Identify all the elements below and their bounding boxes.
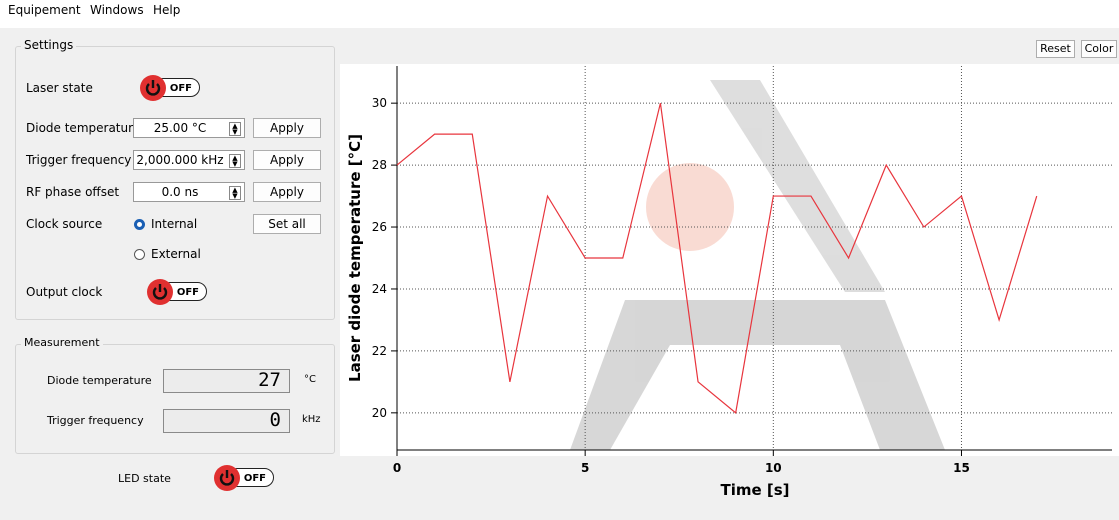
label: Output clock (26, 285, 103, 299)
y-tick-label: 22 (372, 344, 387, 358)
apply-button[interactable]: Apply (253, 150, 321, 170)
power-knob (140, 75, 166, 101)
x-tick-label: 5 (581, 461, 589, 475)
label: Diode temperature (47, 374, 152, 387)
toggle-switch[interactable]: OFF (147, 279, 209, 305)
group-title: Settings (21, 38, 77, 52)
label: Diode temperature (26, 121, 141, 135)
x-axis-label: Time [s] (720, 481, 789, 499)
label: Clock source (26, 217, 103, 231)
spinbox[interactable]: 0.0 ns ▲ ▼ (133, 182, 245, 202)
lcd-display: 0 (163, 409, 290, 433)
x-tick-label: 15 (953, 461, 970, 475)
y-tick-label: 28 (372, 158, 387, 172)
toggle-switch[interactable]: OFF (140, 75, 202, 101)
plot-background (340, 64, 1119, 456)
spin-arrows: ▲ ▼ (229, 122, 241, 136)
label: Trigger frequency (26, 153, 132, 167)
spinbox[interactable]: 2,000.000 kHz ▲ ▼ (133, 150, 245, 170)
label: Laser state (26, 81, 93, 95)
watermark (570, 80, 945, 450)
radio-label[interactable]: Internal (151, 217, 198, 231)
chart: Laser diode temperature [°C] Time [s] 20… (340, 64, 1119, 499)
label: RF phase offset (26, 185, 120, 199)
y-tick-label: 26 (372, 220, 387, 234)
menu-item[interactable]: Windows (90, 3, 144, 17)
y-tick-label: 20 (372, 406, 387, 420)
y-tick-label: 24 (372, 282, 387, 296)
y-axis-label: Laser diode temperature [°C] (346, 134, 364, 382)
group-title: Measurement (21, 336, 103, 349)
radio-label[interactable]: External (151, 247, 201, 261)
reset-button[interactable]: Reset (1036, 40, 1075, 58)
power-knob (147, 279, 173, 305)
x-tick-label: 0 (393, 461, 401, 475)
spinbox-value: 2,000.000 kHz (136, 153, 224, 167)
unit: °C (304, 374, 316, 385)
unit: kHz (302, 414, 321, 425)
lcd-display: 27 (163, 369, 290, 393)
label: LED state (118, 472, 171, 485)
spin-arrows: ▲ ▼ (229, 154, 241, 168)
toggle-switch[interactable]: OFF (214, 465, 276, 491)
data-line (396, 103, 1038, 414)
apply-button[interactable]: Apply (253, 118, 321, 138)
apply-button[interactable]: Apply (253, 182, 321, 202)
set-all-button[interactable]: Set all (253, 214, 321, 234)
radio-button[interactable] (134, 249, 145, 260)
radio-button[interactable] (134, 219, 145, 230)
power-icon (152, 284, 168, 300)
spinbox-value: 0.0 ns (161, 185, 199, 199)
menu-item[interactable]: Help (153, 3, 181, 17)
color-button[interactable]: Color (1081, 40, 1117, 58)
menu-bar: Equipement Windows Help (0, 0, 1119, 28)
power-icon (219, 470, 235, 486)
measurement-group (15, 344, 335, 454)
x-tick-label: 10 (765, 461, 782, 475)
spinbox[interactable]: 25.00 °C ▲ ▼ (133, 118, 245, 138)
spin-arrows: ▲ ▼ (229, 186, 241, 200)
power-knob (214, 465, 240, 491)
settings-group (15, 46, 335, 320)
y-tick-label: 30 (372, 96, 387, 110)
spinbox-value: 25.00 °C (153, 121, 207, 135)
menu-item[interactable]: Equipement (8, 3, 81, 17)
power-icon (145, 80, 161, 96)
label: Trigger frequency (47, 414, 144, 427)
